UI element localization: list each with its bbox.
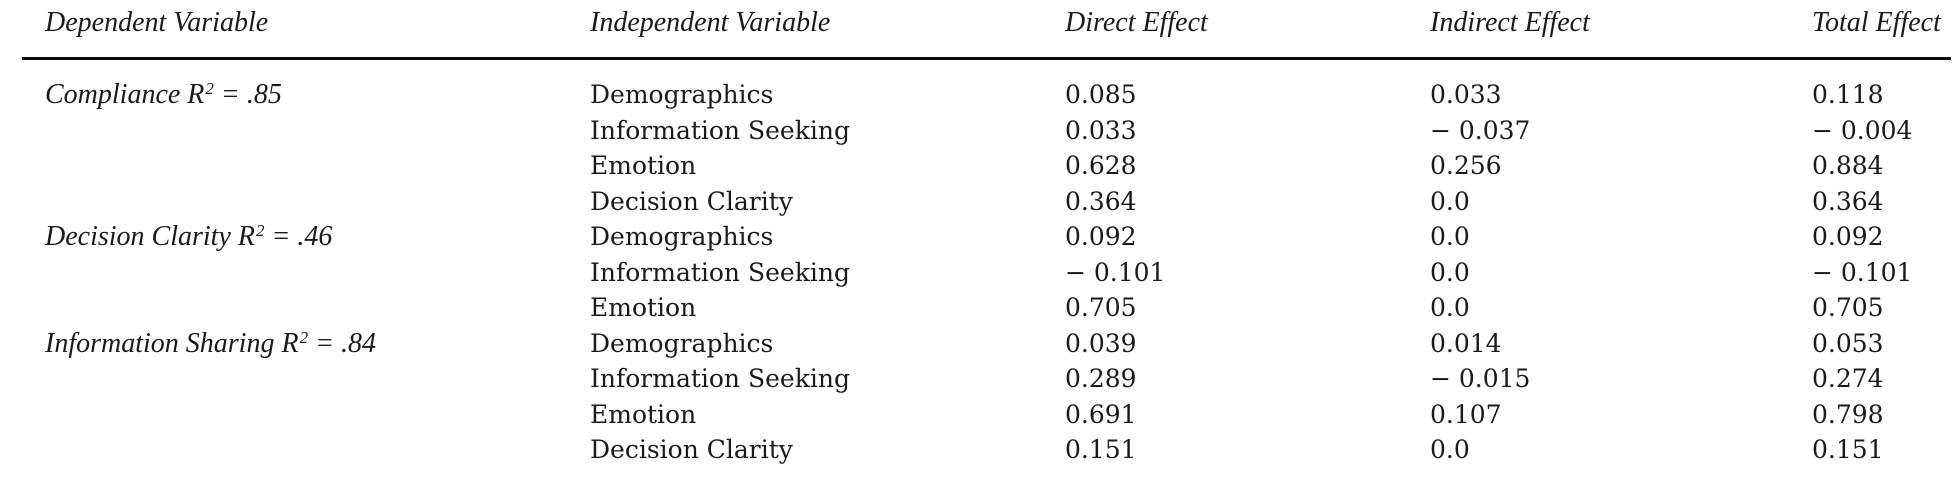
dependent-variable-cell — [45, 255, 590, 291]
dependent-variable-cell — [45, 184, 590, 220]
dv-r-squared-exponent: 2 — [299, 327, 309, 347]
direct-effect-cell: 0.691 — [1065, 399, 1137, 429]
independent-variable-cell: Decision Clarity — [590, 435, 793, 464]
indirect-effect-cell: 0.0 — [1430, 435, 1470, 464]
dependent-variable-cell — [45, 361, 590, 397]
total-effect-cell: 0.364 — [1812, 186, 1884, 216]
indirect-effect-cell: 0.0 — [1430, 222, 1470, 251]
independent-variable-cell: Emotion — [590, 151, 697, 180]
indirect-effect-cell: 0.014 — [1430, 328, 1502, 358]
dependent-variable-cell — [45, 290, 590, 326]
direct-effect-cell: 0.033 — [1065, 115, 1137, 145]
dv-label: Decision Clarity R — [45, 221, 255, 252]
dv-label: Information Sharing R — [45, 327, 299, 359]
table-row: Decision Clarity 0.364 0.0 0.364 — [45, 184, 1956, 220]
header-direct-effect: Direct Effect — [1065, 7, 1208, 38]
total-effect-cell: 0.151 — [1812, 435, 1884, 464]
total-effect-cell: 0.884 — [1812, 151, 1884, 180]
total-effect-cell: 0.092 — [1812, 222, 1884, 251]
total-effect-cell: 0.118 — [1812, 80, 1884, 109]
independent-variable-cell: Information Seeking — [590, 257, 850, 287]
dependent-variable-cell: Compliance R2 = .85 — [45, 77, 590, 113]
dv-r-squared-value: = .85 — [220, 79, 282, 110]
dependent-variable-cell — [45, 397, 590, 433]
total-effect-cell: 0.053 — [1812, 328, 1884, 358]
direct-effect-cell: 0.092 — [1065, 222, 1137, 251]
dependent-variable-cell: Information Sharing R2 = .84 — [45, 326, 590, 362]
indirect-effect-cell: 0.0 — [1430, 293, 1470, 322]
indirect-effect-cell: 0.033 — [1430, 80, 1502, 109]
header-independent-variable: Independent Variable — [590, 7, 831, 38]
direct-effect-cell: − 0.101 — [1065, 257, 1166, 287]
table-row: Information Sharing R2 = .84 Demographics… — [45, 326, 1956, 362]
indirect-effect-cell: 0.0 — [1430, 186, 1470, 216]
independent-variable-cell: Demographics — [590, 80, 774, 109]
indirect-effect-cell: − 0.015 — [1430, 364, 1531, 393]
independent-variable-cell: Information Seeking — [590, 364, 850, 393]
indirect-effect-cell: − 0.037 — [1430, 115, 1531, 145]
dv-r-squared-value: = .46 — [271, 221, 333, 252]
header-dependent-variable: Dependent Variable — [45, 7, 269, 38]
dependent-variable-cell — [45, 432, 590, 468]
direct-effect-cell: 0.039 — [1065, 328, 1137, 358]
table-row: Information Seeking 0.033 − 0.037 − 0.00… — [45, 113, 1956, 149]
table-body: Compliance R2 = .85 Demographics 0.085 0.… — [45, 77, 1956, 468]
independent-variable-cell: Decision Clarity — [590, 186, 793, 216]
dependent-variable-cell — [45, 113, 590, 149]
total-effect-cell: 0.705 — [1812, 293, 1884, 322]
independent-variable-cell: Emotion — [590, 399, 697, 429]
total-effect-cell: 0.274 — [1812, 364, 1884, 393]
direct-effect-cell: 0.705 — [1065, 293, 1137, 322]
table-header-row: Dependent Variable Independent Variable … — [45, 0, 1956, 40]
dv-label: Compliance R — [45, 79, 205, 110]
independent-variable-cell: Demographics — [590, 328, 774, 358]
header-rule — [22, 57, 1951, 60]
table-row: Decision Clarity R2 = .46 Demographics 0.… — [45, 219, 1956, 255]
table-row: Emotion 0.691 0.107 0.798 — [45, 397, 1956, 433]
direct-effect-cell: 0.364 — [1065, 186, 1137, 216]
table-row: Decision Clarity 0.151 0.0 0.151 — [45, 432, 1956, 468]
effects-table: Dependent Variable Independent Variable … — [45, 0, 1956, 468]
dv-r-squared-exponent: 2 — [205, 79, 214, 98]
total-effect-cell: 0.798 — [1812, 399, 1884, 429]
indirect-effect-cell: 0.256 — [1430, 151, 1502, 180]
direct-effect-cell: 0.151 — [1065, 435, 1137, 464]
direct-effect-cell: 0.628 — [1065, 151, 1137, 180]
header-total-effect: Total Effect — [1812, 7, 1941, 38]
indirect-effect-cell: 0.0 — [1430, 257, 1470, 287]
independent-variable-cell: Demographics — [590, 222, 774, 251]
direct-effect-cell: 0.085 — [1065, 80, 1137, 109]
indirect-effect-cell: 0.107 — [1430, 399, 1502, 429]
table-row: Emotion 0.628 0.256 0.884 — [45, 148, 1956, 184]
header-indirect-effect: Indirect Effect — [1430, 7, 1590, 38]
independent-variable-cell: Emotion — [590, 293, 697, 322]
table-row: Compliance R2 = .85 Demographics 0.085 0.… — [45, 77, 1956, 113]
dependent-variable-cell: Decision Clarity R2 = .46 — [45, 219, 590, 255]
dv-r-squared-value: = .84 — [315, 327, 376, 359]
dependent-variable-cell — [45, 148, 590, 184]
independent-variable-cell: Information Seeking — [590, 115, 850, 145]
total-effect-cell: − 0.101 — [1812, 257, 1913, 287]
table-row: Emotion 0.705 0.0 0.705 — [45, 290, 1956, 326]
dv-r-squared-exponent: 2 — [255, 221, 265, 240]
direct-effect-cell: 0.289 — [1065, 364, 1137, 393]
table-row: Information Seeking − 0.101 0.0 − 0.101 — [45, 255, 1956, 291]
table-row: Information Seeking 0.289 − 0.015 0.274 — [45, 361, 1956, 397]
total-effect-cell: − 0.004 — [1812, 115, 1913, 145]
